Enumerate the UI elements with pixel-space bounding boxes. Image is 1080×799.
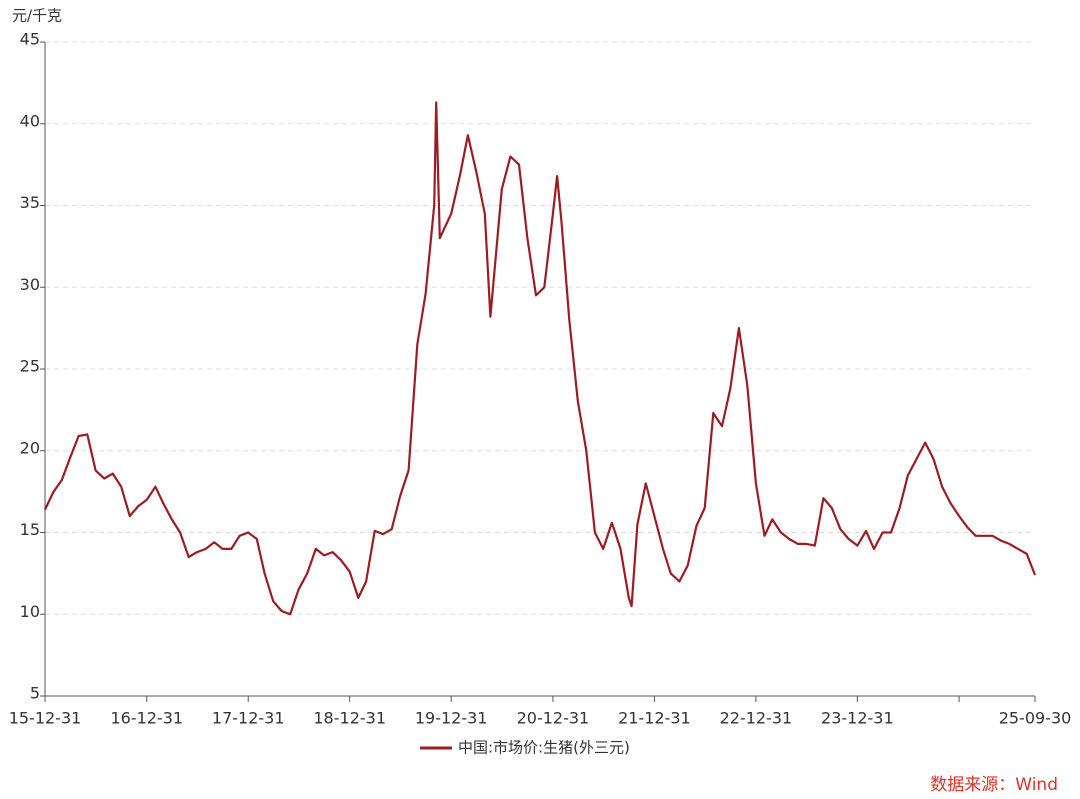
y-tick-label: 15	[20, 520, 40, 539]
x-tick-label: 25-09-30	[999, 709, 1072, 728]
y-tick-label: 30	[20, 275, 40, 294]
x-tick-label: 15-12-31	[9, 709, 82, 728]
legend-label: 中国:市场价:生猪(外三元)	[458, 739, 630, 757]
x-tick-label: 20-12-31	[517, 709, 590, 728]
y-tick-label: 40	[20, 111, 40, 130]
x-tick-label: 16-12-31	[110, 709, 183, 728]
y-tick-label: 25	[20, 357, 40, 376]
y-tick-label: 45	[20, 30, 40, 49]
x-tick-label: 21-12-31	[618, 709, 691, 728]
y-tick-label: 10	[20, 602, 40, 621]
y-tick-label: 35	[20, 193, 40, 212]
x-tick-label: 18-12-31	[313, 709, 386, 728]
x-tick-label: 19-12-31	[415, 709, 488, 728]
x-tick-label: 17-12-31	[212, 709, 285, 728]
x-tick-label: 22-12-31	[720, 709, 793, 728]
data-line	[44, 101, 1037, 616]
x-tick-label: 23-12-31	[821, 709, 894, 728]
y-tick-label: 20	[20, 438, 40, 457]
source: 数据来源：Wind	[930, 775, 1058, 795]
y-tick-label: 5	[30, 684, 40, 703]
y-axis-label: 元/千克	[12, 7, 62, 25]
